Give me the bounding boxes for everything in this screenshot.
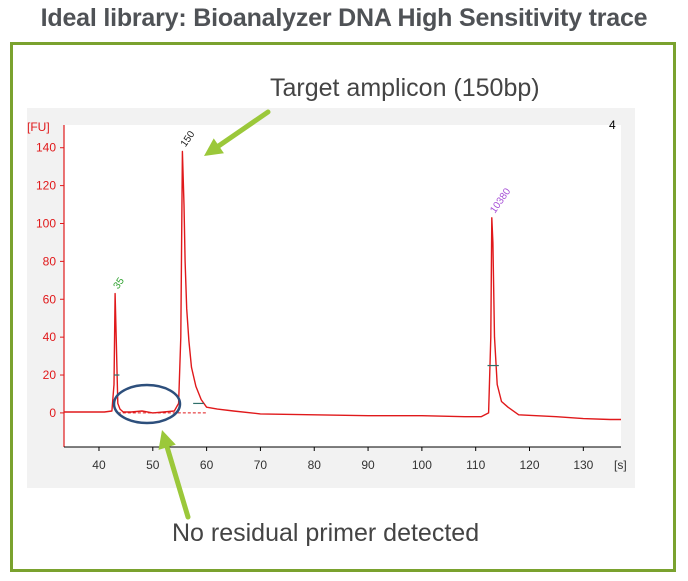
plot-area bbox=[64, 125, 621, 447]
slide-frame bbox=[10, 42, 676, 572]
x-tick-label: 70 bbox=[254, 458, 268, 472]
primer-arrow-shaft bbox=[164, 444, 191, 520]
y-tick-label: 60 bbox=[43, 292, 57, 306]
x-tick-label: 80 bbox=[308, 458, 322, 472]
primer-arrow-head bbox=[158, 430, 176, 450]
y-tick-label: 140 bbox=[36, 141, 56, 155]
primer-arrow bbox=[158, 430, 191, 520]
target-arrow bbox=[204, 109, 271, 156]
y-tick-label: 100 bbox=[36, 216, 56, 230]
target-arrow-head bbox=[204, 138, 224, 156]
slide-title: Ideal library: Bioanalyzer DNA High Sens… bbox=[40, 4, 648, 32]
primer-region-ellipse bbox=[112, 383, 182, 425]
x-tick-label: 50 bbox=[146, 458, 160, 472]
x-tick-label: 40 bbox=[92, 458, 106, 472]
y-tick-label: 120 bbox=[36, 179, 56, 193]
x-tick-label: 130 bbox=[573, 458, 593, 472]
y-tick-label: 40 bbox=[43, 330, 57, 344]
trace-series-line bbox=[64, 150, 621, 421]
corner-label: 4 bbox=[609, 118, 616, 132]
x-tick-label: 90 bbox=[361, 458, 375, 472]
y-tick-label: 20 bbox=[43, 368, 57, 382]
x-tick-label: 60 bbox=[200, 458, 214, 472]
x-tick-label: 110 bbox=[466, 458, 485, 472]
target-arrow-shaft bbox=[216, 109, 271, 149]
x-tick-label: 100 bbox=[412, 458, 432, 472]
y-tick-label: 80 bbox=[43, 254, 57, 268]
target-amplicon-callout: Target amplicon (150bp) bbox=[270, 74, 540, 102]
x-axis-label: [s] bbox=[614, 458, 627, 472]
annotation-layer bbox=[112, 109, 271, 520]
x-tick-label: 120 bbox=[519, 458, 539, 472]
y-axis-label: [FU] bbox=[27, 120, 50, 134]
y-tick-label: 0 bbox=[49, 406, 56, 420]
no-residual-primer-callout: No residual primer detected bbox=[172, 519, 480, 547]
